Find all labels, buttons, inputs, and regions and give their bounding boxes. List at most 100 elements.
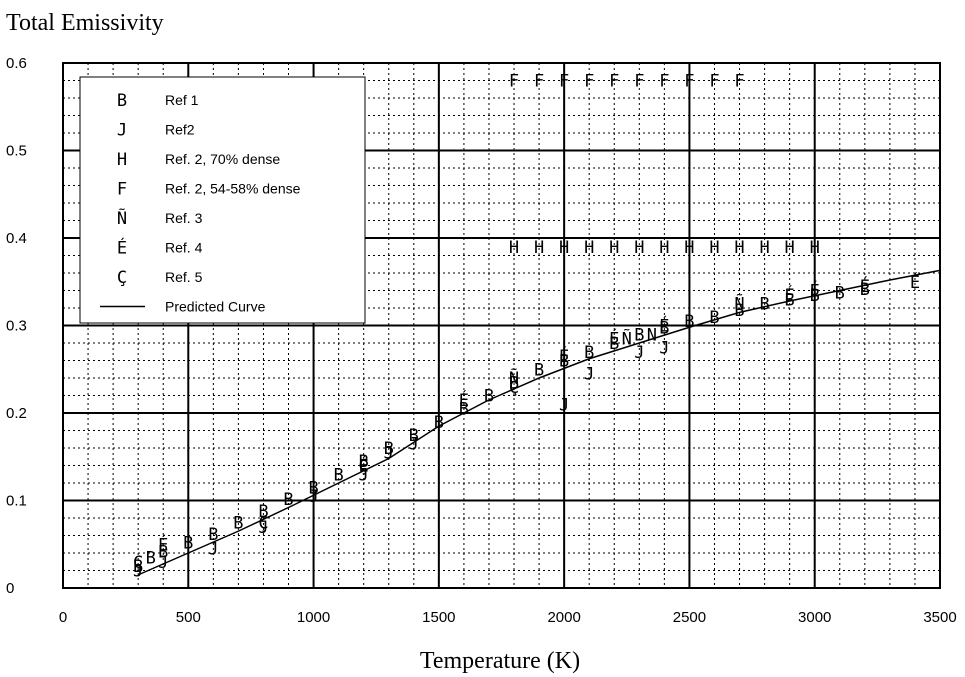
legend-label: Ref. 2, 70% dense: [165, 151, 280, 167]
data-point-marker: J: [308, 487, 318, 507]
data-point-marker: É: [158, 533, 168, 555]
data-point-marker: F: [659, 72, 669, 92]
data-point-marker: H: [734, 238, 744, 258]
predicted-curve: [137, 269, 941, 576]
data-point-marker: B: [283, 490, 293, 510]
data-point-marker: É: [459, 389, 469, 411]
x-tick-label: 0: [59, 609, 67, 626]
data-point-marker: B: [759, 295, 769, 315]
data-point-marker: É: [359, 455, 369, 477]
y-tick-label: 0.6: [6, 55, 27, 72]
x-tick-label: 2000: [547, 609, 580, 626]
legend-label: Ref2: [165, 122, 195, 138]
y-tick-label: 0.2: [6, 405, 27, 422]
x-tick-label: 2500: [673, 609, 706, 626]
data-point-marker: J: [659, 338, 669, 358]
data-point-marker: É: [785, 284, 795, 306]
data-point-marker: B: [634, 325, 644, 345]
legend-symbol: B: [117, 91, 127, 111]
data-point-marker: B: [684, 312, 694, 332]
data-point-marker: É: [810, 280, 820, 302]
data-point-marker: J: [384, 443, 394, 463]
data-point-marker: B: [709, 308, 719, 328]
data-point-marker: B: [409, 426, 419, 446]
data-point-marker: F: [609, 72, 619, 92]
legend-label: Ref. 2, 54-58% dense: [165, 181, 301, 197]
plot-frame: [62, 62, 941, 589]
data-point-marker: H: [559, 238, 569, 258]
legend-label: Ref 1: [165, 92, 199, 108]
data-point-marker: B: [584, 343, 594, 363]
x-tick-label: 3000: [798, 609, 831, 626]
chart-title: Total Emissivity: [6, 10, 164, 36]
data-point-marker: H: [534, 238, 544, 258]
data-point-marker: B: [258, 502, 268, 522]
x-tick-label: 1000: [297, 609, 330, 626]
data-point-marker: É: [559, 345, 569, 367]
data-point-marker: B: [334, 465, 344, 485]
data-point-marker: J: [208, 540, 218, 560]
y-tick-label: 0.1: [6, 493, 27, 510]
legend-symbol: H: [117, 150, 127, 170]
data-point-marker: B: [559, 352, 569, 372]
x-tick-label: 500: [176, 609, 201, 626]
data-point-marker: B: [308, 478, 318, 498]
data-point-marker: B: [609, 334, 619, 354]
data-point-marker: F: [734, 72, 744, 92]
tick-labels: 0 500 1000 1500 2000 2500 3000 3500 0 0.1 0.2 0.3 0.…: [6, 55, 957, 626]
data-point-marker: F: [634, 72, 644, 92]
data-point-marker: H: [584, 238, 594, 258]
data-point-marker: B: [734, 301, 744, 321]
data-point-marker: B: [233, 513, 243, 533]
data-point-marker: B: [183, 534, 193, 554]
data-point-marker: J: [409, 435, 419, 455]
data-point-marker: B: [208, 525, 218, 545]
data-point-marker: Ñ: [622, 328, 632, 350]
data-point-marker: J: [559, 395, 569, 415]
legend: B Ref 1 J Ref2 H Ref. 2, 70% dense F Ref. 2, 54…: [79, 76, 366, 324]
data-point-marker: B: [459, 400, 469, 420]
data-point-marker: H: [709, 238, 719, 258]
data-point-marker: B: [434, 413, 444, 433]
data-point-marker: B: [484, 387, 494, 407]
data-point-marker: F: [509, 72, 519, 92]
data-point-marker: H: [634, 238, 644, 258]
data-point-marker: É: [860, 275, 870, 297]
data-point-marker: B: [659, 318, 669, 338]
data-point-marker: B: [509, 373, 519, 393]
data-point-marker: H: [684, 238, 694, 258]
legend-label: Ref. 4: [165, 240, 203, 256]
x-axis-label: Temperature (K): [420, 648, 580, 674]
data-point-marker: B: [146, 548, 156, 568]
data-point-marker: F: [684, 72, 694, 92]
legend-symbol: Ñ: [117, 207, 127, 229]
legend-symbol: É: [117, 237, 127, 259]
data-point-marker: F: [584, 72, 594, 92]
data-point-marker: Ñ: [734, 293, 744, 315]
x-tick-label: 3500: [923, 609, 956, 626]
data-point-marker: B: [359, 452, 369, 472]
data-point-marker: É: [659, 315, 669, 337]
data-point-marker: J: [634, 343, 644, 363]
data-point-marker: É: [910, 271, 920, 293]
data-point-marker: B: [133, 557, 143, 577]
data-point-marker: Ñ: [647, 323, 657, 345]
data-point-marker: Ç: [359, 457, 369, 477]
data-point-marker: F: [709, 72, 719, 92]
y-tick-label: 0.4: [6, 230, 27, 247]
data-point-marker: Ç: [509, 378, 519, 398]
data-point-marker: B: [158, 542, 168, 562]
data-point-marker: H: [759, 238, 769, 258]
data-point-marker: F: [559, 72, 569, 92]
legend-symbol: Ç: [117, 268, 127, 288]
legend-label: Ref. 3: [165, 210, 203, 226]
legend-symbol: F: [117, 180, 127, 200]
data-point-marker: H: [509, 238, 519, 258]
y-tick-label: 0.5: [6, 143, 27, 160]
data-point-marker: Ç: [133, 553, 143, 573]
data-point-marker: J: [258, 518, 268, 538]
data-point-marker: H: [659, 238, 669, 258]
